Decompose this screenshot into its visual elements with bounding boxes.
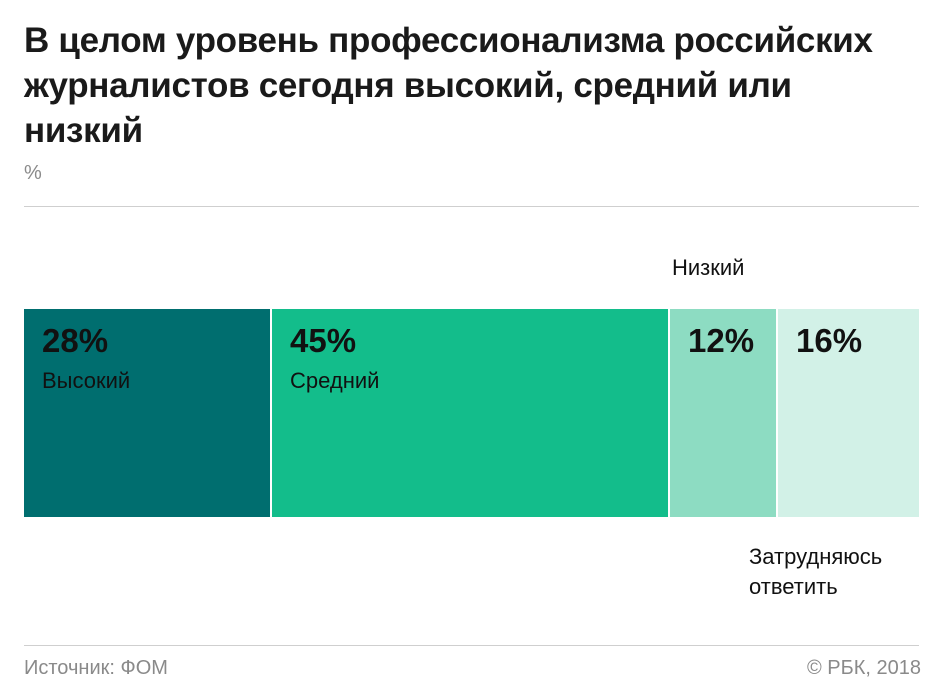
source-note: Источник: ФОМ	[24, 657, 168, 679]
segment-category-label: Высокий	[42, 368, 131, 393]
segment-value-label: 28%	[42, 322, 109, 359]
segment-category-label: Средний	[290, 368, 380, 393]
copyright-note: © РБК, 2018	[806, 657, 921, 679]
bottom-divider	[24, 645, 919, 646]
bar-segment: 28% Высокий	[24, 309, 270, 517]
segment-value-label: 16%	[796, 322, 863, 359]
stacked-bar: 28% Высокий 45% Средний 12% 16%	[24, 309, 919, 517]
segment-value-label: 12%	[688, 322, 755, 359]
chart-title: В целом уровень профессионализма российс…	[24, 21, 873, 150]
bar-segment: 16%	[778, 309, 919, 517]
segment-value-label: 45%	[290, 322, 357, 359]
bar-segment: 45% Средний	[272, 309, 668, 517]
segment-category-label: Затрудняюсь ответить	[749, 544, 883, 599]
top-divider	[24, 206, 919, 207]
unit-label: %	[24, 162, 42, 184]
segment-category-label: Низкий	[672, 255, 745, 280]
bar-segment: 12%	[670, 309, 776, 517]
